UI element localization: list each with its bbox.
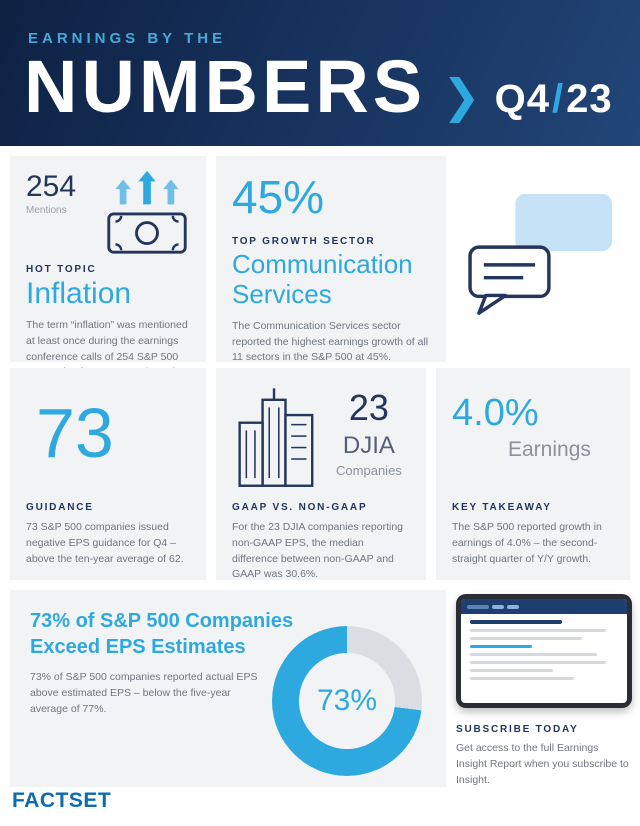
- card-inflation: 254 Mentions HOT TOPIC Inflation The ter…: [10, 156, 206, 394]
- card-eps-beats: 73% of S&P 500 Companies Exceed EPS Esti…: [10, 590, 446, 787]
- tablet-screen: [461, 599, 627, 703]
- tablet-text-line: [470, 661, 607, 664]
- tablet-report-mockup: [456, 594, 632, 708]
- skyscrapers-icon: [238, 388, 314, 487]
- subscribe-section: SUBSCRIBE TODAY Get access to the full E…: [456, 594, 632, 788]
- cash-with-up-arrows-icon: [107, 170, 187, 254]
- tablet-text-line: [470, 653, 598, 656]
- inflation-title: Inflation: [26, 277, 132, 310]
- two-speech-bubbles-icon: [468, 193, 612, 315]
- tablet-text-line: [470, 645, 533, 648]
- guidance-kicker: GUIDANCE: [26, 502, 94, 513]
- takeaway-stat: 4.0%: [452, 392, 539, 434]
- tablet-text-line: [470, 620, 562, 624]
- tablet-header-chip: [467, 604, 489, 609]
- djia-count: 23: [348, 387, 389, 428]
- gaap-stat-row: 23 DJIA Companies: [232, 382, 410, 492]
- subscribe-kicker: SUBSCRIBE TODAY: [456, 724, 579, 735]
- gaap-body: For the 23 DJIA companies reporting non-…: [232, 521, 404, 581]
- period-quarter: Q4: [494, 77, 551, 121]
- chevron-right-icon: ❯: [442, 70, 481, 122]
- growth-stat: 45%: [232, 171, 325, 223]
- eps-donut: 73%: [272, 626, 422, 776]
- djia-label: DJIA: [342, 431, 395, 459]
- card-top-growth-sector: 45% TOP GROWTH SECTOR Communication Serv…: [216, 156, 446, 363]
- tablet-text-line: [470, 637, 583, 640]
- period-slash: /: [552, 77, 565, 121]
- header-banner: EARNINGS BY THE NUMBERS ❯ Q4/23: [0, 0, 640, 146]
- takeaway-stat-label: Earnings: [508, 438, 591, 461]
- subscribe-body: Get access to the full Earnings Insight …: [456, 742, 629, 786]
- gaap-kicker: GAAP VS. NON-GAAP: [232, 502, 368, 513]
- guidance-stat: 73: [36, 394, 114, 472]
- top-growth-kicker: TOP GROWTH SECTOR: [232, 236, 376, 247]
- header-title-row: NUMBERS ❯ Q4/23: [24, 50, 613, 124]
- tablet-text-line: [470, 677, 574, 680]
- growth-body: The Communication Services sector report…: [232, 319, 429, 364]
- page-title: NUMBERS: [24, 45, 427, 128]
- factset-logo: FACTSET: [12, 789, 112, 812]
- djia-companies-label: Companies: [336, 462, 402, 478]
- tablet-screen-header: [461, 599, 627, 614]
- mentions-stat-block: 254 Mentions: [26, 170, 76, 216]
- card-guidance: 73 GUIDANCE 73 S&P 500 companies issued …: [10, 368, 206, 580]
- eps-title: 73% of S&P 500 Companies Exceed EPS Esti…: [30, 610, 294, 658]
- header-eyebrow: EARNINGS BY THE: [28, 30, 227, 47]
- mentions-count: 254: [26, 170, 77, 203]
- takeaway-body: The S&P 500 reported growth in earnings …: [452, 521, 602, 565]
- hot-topic-kicker: HOT TOPIC: [26, 264, 97, 275]
- period-year: 23: [566, 77, 613, 121]
- tablet-header-chip: [507, 604, 519, 609]
- takeaway-kicker: KEY TAKEAWAY: [452, 502, 552, 513]
- tablet-text-line: [470, 629, 607, 632]
- tablet-text-line: [470, 669, 553, 672]
- card-key-takeaway: 4.0% Earnings KEY TAKEAWAY The S&P 500 r…: [436, 368, 630, 580]
- eps-donut-hole: 73%: [299, 653, 395, 749]
- tablet-header-chip: [492, 604, 504, 609]
- eps-donut-label: 73%: [316, 684, 378, 717]
- growth-sector-title: Communication Services: [232, 249, 413, 309]
- tablet-screen-body: [461, 614, 627, 691]
- inflation-stat-row: 254 Mentions: [26, 170, 190, 256]
- eps-body: 73% of S&P 500 companies reported actual…: [30, 671, 258, 715]
- guidance-body: 73 S&P 500 companies issued negative EPS…: [26, 521, 184, 565]
- djia-stat-block: 23 DJIA Companies: [328, 388, 410, 478]
- mentions-label: Mentions: [26, 205, 67, 216]
- header-period: Q4/23: [495, 77, 613, 122]
- card-gaap-vs-nongaap: 23 DJIA Companies GAAP VS. NON-GAAP For …: [216, 368, 426, 580]
